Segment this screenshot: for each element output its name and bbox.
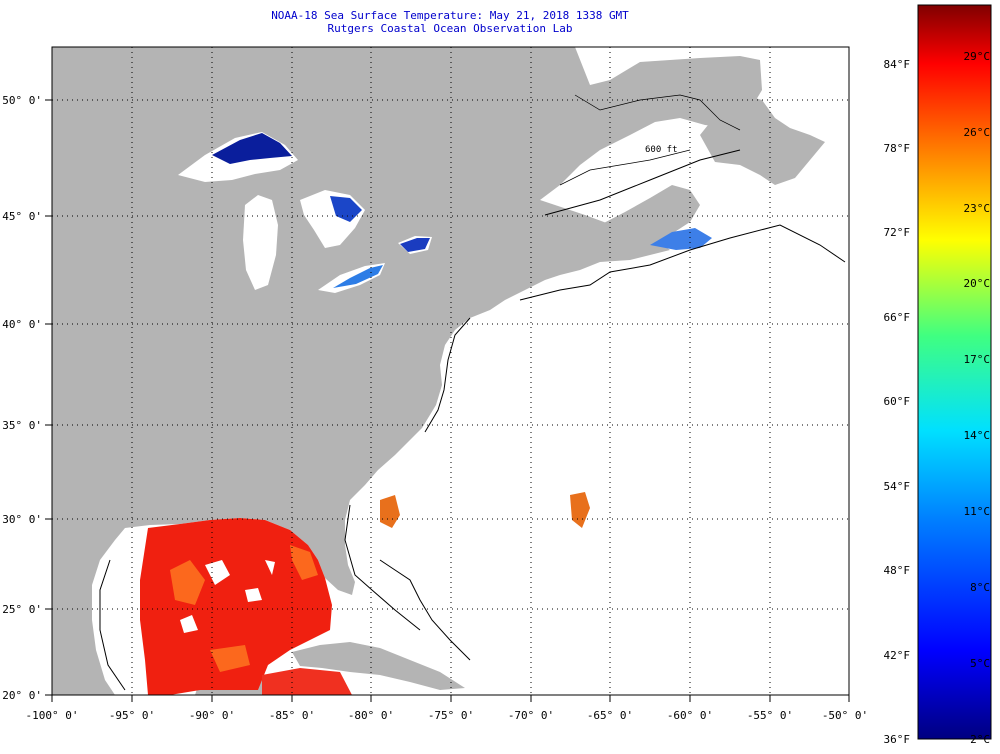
lon-label: -55° 0' <box>747 709 793 722</box>
longitude-labels: -100° 0' -95° 0' -90° 0' -85° 0' -80° 0'… <box>26 709 869 722</box>
lon-label: -85° 0' <box>269 709 315 722</box>
colorbar <box>917 4 992 740</box>
lon-label: -60° 0' <box>667 709 713 722</box>
land-newfoundland <box>700 95 825 185</box>
bathymetry-contours <box>99 149 846 691</box>
map-subtitle: Rutgers Coastal Ocean Observation Lab <box>327 22 573 35</box>
lat-label: 35° 0' <box>2 419 42 432</box>
lon-label: -100° 0' <box>26 709 79 722</box>
lake-michigan <box>243 195 278 290</box>
lat-label: 40° 0' <box>2 318 42 331</box>
c-label: 20°C <box>964 277 991 290</box>
map-title: NOAA-18 Sea Surface Temperature: May 21,… <box>271 9 629 22</box>
sst-gulf-orange-patches <box>170 545 318 672</box>
land-nova-scotia <box>600 185 700 252</box>
sst-lake-erie <box>333 265 383 288</box>
lon-label: -70° 0' <box>508 709 554 722</box>
sst-nova-scotia-shelf <box>650 228 712 250</box>
lat-label: 20° 0' <box>2 689 42 702</box>
graticule <box>52 47 849 695</box>
c-label: 23°C <box>964 202 991 215</box>
colorbar-celsius-labels: 29°C 26°C 23°C 20°C 17°C 14°C 11°C 8°C 5… <box>964 50 991 746</box>
c-label: 2°C <box>970 733 990 746</box>
bathymetry-label: 600 ft <box>645 145 678 155</box>
coastline-outline <box>559 94 741 186</box>
lon-label: -95° 0' <box>109 709 155 722</box>
lat-label: 45° 0' <box>2 210 42 223</box>
lat-label: 50° 0' <box>2 94 42 107</box>
sst-gulf-stream-patch <box>380 495 400 528</box>
c-label: 17°C <box>964 353 991 366</box>
sst-atlantic-patch <box>570 492 590 528</box>
c-label: 14°C <box>964 429 991 442</box>
f-label: 84°F <box>884 58 911 71</box>
c-label: 26°C <box>964 126 991 139</box>
f-label: 48°F <box>884 564 911 577</box>
land-north-america <box>52 47 762 695</box>
f-label: 54°F <box>884 480 911 493</box>
sst-caribbean <box>262 668 352 695</box>
c-label: 8°C <box>970 581 990 594</box>
lon-label: -90° 0' <box>189 709 235 722</box>
lon-label: -65° 0' <box>587 709 633 722</box>
c-label: 5°C <box>970 657 990 670</box>
f-label: 78°F <box>884 142 911 155</box>
f-label: 60°F <box>884 395 911 408</box>
f-label: 66°F <box>884 311 911 324</box>
lon-label: -50° 0' <box>822 709 868 722</box>
f-label: 36°F <box>884 733 911 746</box>
axis-ticks <box>45 99 850 702</box>
sst-lake-ontario <box>400 238 430 252</box>
f-label: 42°F <box>884 649 911 662</box>
land-cuba <box>292 642 465 690</box>
lat-label: 30° 0' <box>2 513 42 526</box>
c-label: 29°C <box>964 50 991 63</box>
f-label: 72°F <box>884 226 911 239</box>
colorbar-fahrenheit-labels: 84°F 78°F 72°F 66°F 60°F 54°F 48°F 42°F … <box>884 58 911 746</box>
lat-label: 25° 0' <box>2 603 42 616</box>
lon-label: -80° 0' <box>348 709 394 722</box>
sst-lake-superior <box>212 133 292 164</box>
lon-label: -75° 0' <box>428 709 474 722</box>
c-label: 11°C <box>964 505 991 518</box>
sst-gulf-nodata-patches <box>180 560 275 633</box>
latitude-labels: 50° 0' 45° 0' 40° 0' 35° 0' 30° 0' 25° 0… <box>2 94 42 702</box>
